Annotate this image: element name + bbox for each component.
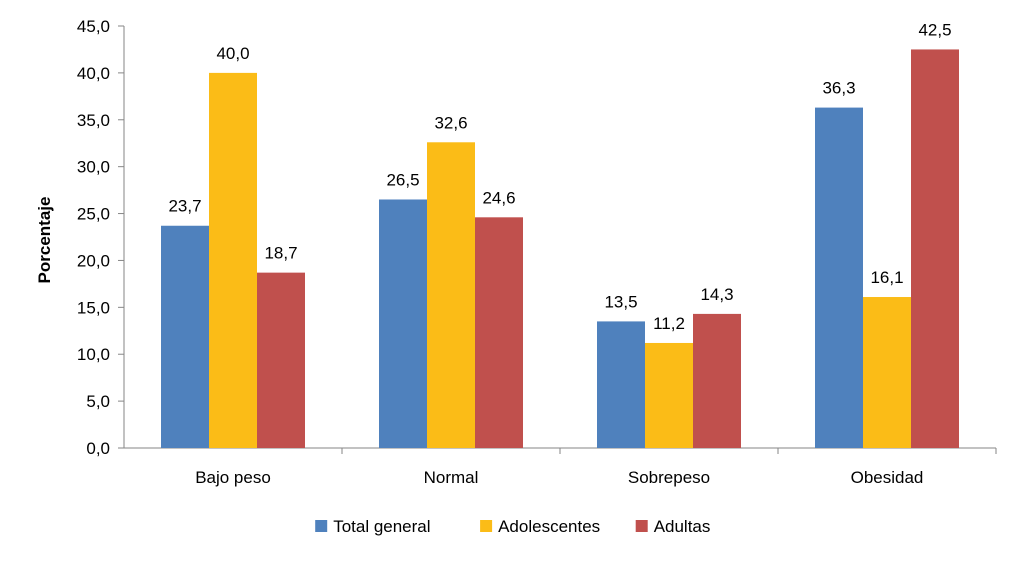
category-label: Obesidad	[851, 468, 924, 487]
category-labels: Bajo peso Normal Sobrepeso Obesidad	[195, 468, 923, 487]
category-label: Normal	[424, 468, 479, 487]
data-label: 40,0	[216, 44, 249, 63]
bar	[209, 72, 257, 448]
legend-swatch	[635, 520, 648, 532]
y-axis-title-group: Porcentaje	[35, 197, 54, 284]
legend-label: Adolescentes	[498, 517, 600, 536]
y-tick-label: 45,0	[77, 17, 110, 36]
y-tick-label: 30,0	[77, 158, 110, 177]
data-label: 18,7	[264, 244, 297, 263]
legend-label: Adultas	[654, 517, 711, 536]
data-label: 42,5	[918, 20, 951, 39]
bar	[815, 107, 863, 448]
data-label: 14,3	[700, 285, 733, 304]
data-label: 26,5	[386, 170, 419, 189]
legend-swatch	[480, 520, 493, 532]
bar	[475, 217, 523, 448]
category-label: Sobrepeso	[628, 468, 710, 487]
bars	[161, 49, 959, 449]
bar	[257, 272, 305, 448]
y-tick-label: 5,0	[86, 392, 110, 411]
bar	[911, 49, 959, 448]
y-tick-label: 15,0	[77, 298, 110, 317]
data-label: 32,6	[434, 113, 467, 132]
y-ticks: 0,0 5,0 10,0 15,0 20,0 25,0 30,0 35,0 40,0 45,0	[77, 17, 124, 458]
y-tick-label: 20,0	[77, 251, 110, 270]
bar	[379, 199, 427, 448]
y-tick-label: 25,0	[77, 205, 110, 224]
y-tick-label: 0,0	[86, 439, 110, 458]
data-label: 23,7	[168, 197, 201, 216]
category-label: Bajo peso	[195, 468, 271, 487]
legend-label: Total general	[333, 517, 430, 536]
data-label: 11,2	[653, 314, 685, 333]
bar	[693, 313, 741, 448]
data-label: 24,6	[482, 188, 515, 207]
bar	[427, 142, 475, 449]
y-tick-label: 10,0	[77, 345, 110, 364]
legend: Total general Adolescentes Adultas	[315, 517, 710, 536]
data-label: 13,5	[604, 292, 637, 311]
bar	[645, 342, 693, 448]
data-label: 16,1	[870, 268, 903, 287]
bar	[597, 321, 645, 448]
y-tick-label: 40,0	[77, 64, 110, 83]
bar	[161, 225, 209, 448]
data-label: 36,3	[822, 79, 855, 98]
legend-swatch	[315, 520, 328, 532]
y-axis-title: Porcentaje	[35, 197, 54, 284]
data-labels: 23,7 40,0 18,7 26,5 32,6 24,6 13,5 11,2 14,3 36,3…	[168, 20, 951, 333]
bar	[863, 297, 911, 448]
y-tick-label: 35,0	[77, 111, 110, 130]
